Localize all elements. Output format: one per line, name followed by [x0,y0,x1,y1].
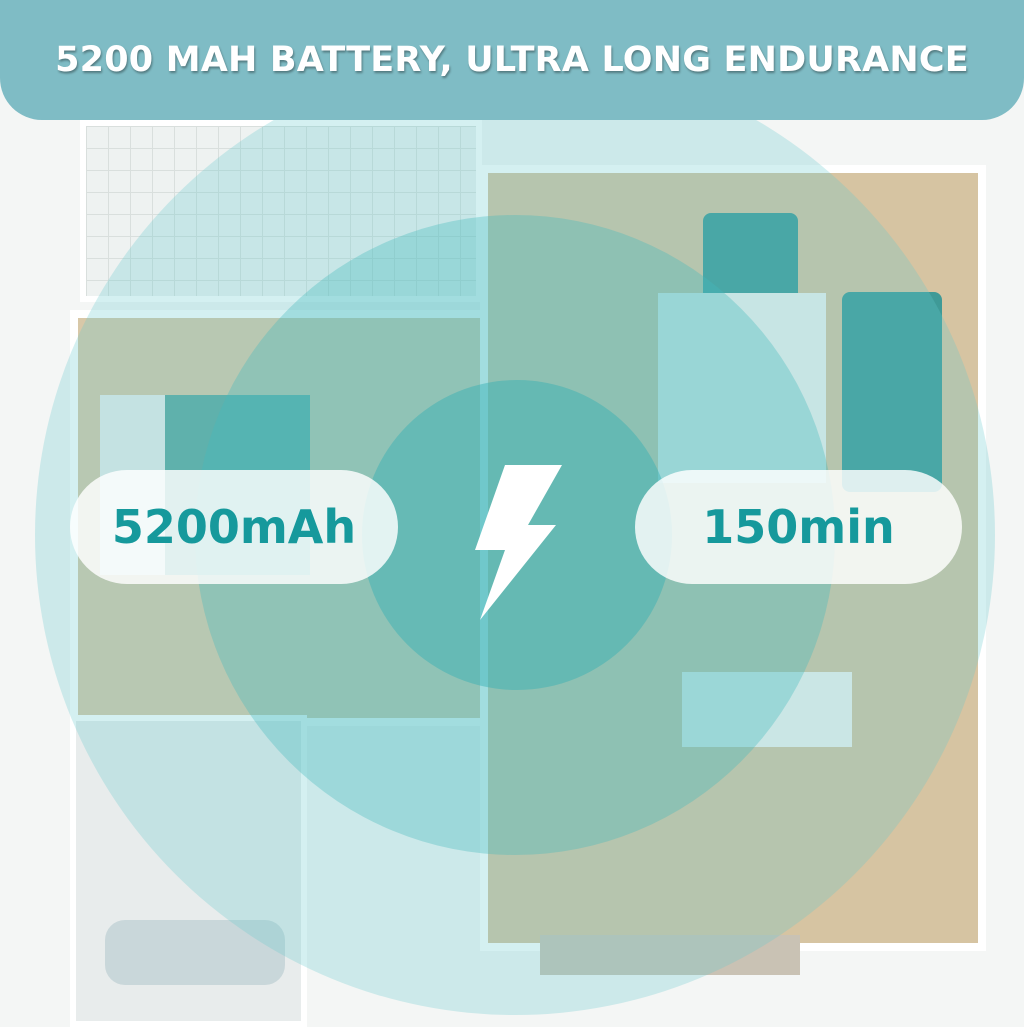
rug [658,293,826,483]
balcony [80,120,482,302]
capacity-badge: 5200mAh [70,470,398,584]
runtime-value: 150min [702,500,895,554]
kitchen-counter [540,935,800,975]
dining-table [682,672,852,747]
capacity-value: 5200mAh [111,500,357,554]
bathtub [105,920,285,985]
lightning-bolt-icon [475,465,562,620]
header-banner: 5200 MAH BATTERY, ULTRA LONG ENDURANCE [0,0,1024,120]
runtime-badge: 150min [635,470,962,584]
sofa [842,292,942,492]
header-title: 5200 MAH BATTERY, ULTRA LONG ENDURANCE [55,40,969,80]
